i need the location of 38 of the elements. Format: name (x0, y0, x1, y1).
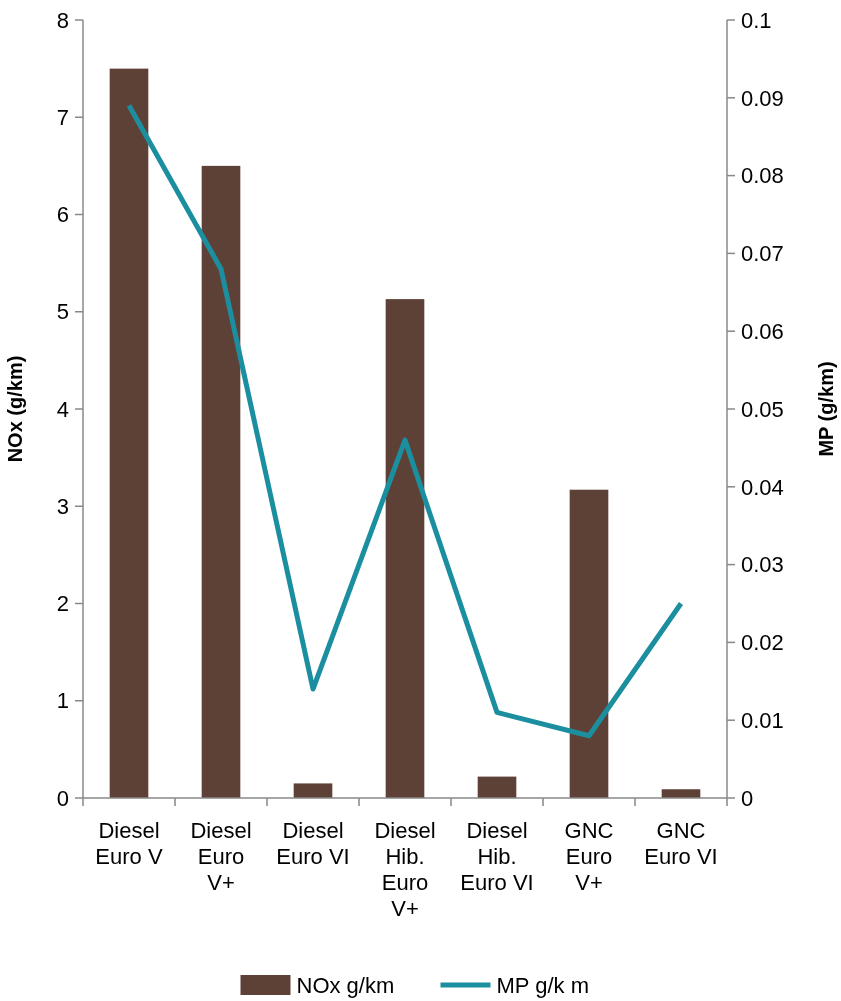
y2-axis-title: MP (g/km) (815, 361, 837, 457)
x-tick-label: GNC Euro VI (644, 818, 718, 869)
y2-tick-label: 0.02 (741, 630, 784, 656)
x-tick-label: Diesel Euro VI (276, 818, 350, 869)
y-axis-title: NOx (g/km) (4, 355, 26, 463)
y2-tick-label: 0.08 (741, 163, 784, 189)
x-tick-label: Diesel Hib. Euro V+ (374, 818, 436, 921)
bar (477, 776, 517, 798)
x-tick-label: GNC Euro V+ (564, 818, 614, 895)
y-tick-label: 0 (56, 785, 69, 811)
legend-label: MP g/k m (496, 972, 590, 998)
x-tick-label: Diesel Hib. Euro VI (460, 818, 534, 895)
y2-tick-label: 0.1 (741, 7, 772, 33)
y-tick-label: 5 (56, 299, 69, 325)
bar (109, 68, 149, 798)
legend-label: NOx g/km (296, 972, 395, 998)
y2-tick-label: 0.03 (741, 552, 784, 578)
y2-tick-label: 0.07 (741, 241, 784, 267)
y-tick-label: 2 (56, 591, 69, 617)
y2-tick-label: 0.09 (741, 85, 784, 111)
y2-tick-label: 0.04 (741, 474, 784, 500)
y-tick-label: 6 (56, 202, 69, 228)
y-tick-label: 8 (56, 7, 69, 33)
y-tick-label: 1 (56, 688, 69, 714)
bar (201, 165, 241, 798)
bar (385, 299, 425, 798)
x-tick-label: Diesel Euro V (95, 818, 163, 869)
y2-tick-label: 0 (741, 785, 754, 811)
y-tick-label: 4 (56, 396, 69, 422)
y-tick-label: 3 (56, 493, 69, 519)
y2-tick-label: 0.05 (741, 396, 784, 422)
y-tick-label: 7 (56, 104, 69, 130)
bar (569, 489, 609, 798)
x-tick-label: Diesel Euro V+ (190, 818, 252, 895)
y2-tick-label: 0.01 (741, 707, 784, 733)
bar (661, 789, 701, 798)
y2-tick-label: 0.06 (741, 318, 784, 344)
bar (293, 783, 333, 798)
